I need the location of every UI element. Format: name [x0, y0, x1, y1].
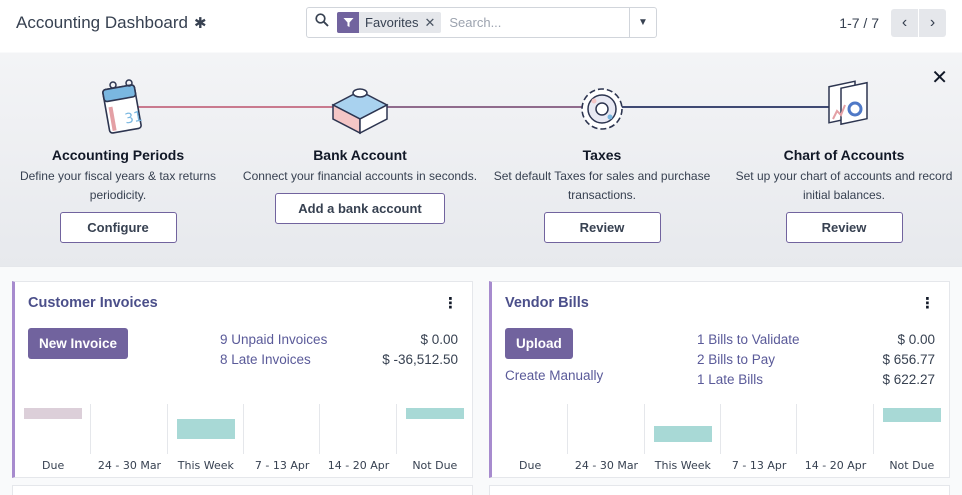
step-description: Set default Taxes for sales and purchase… [493, 169, 711, 202]
customer-invoices-card: Customer Invoices ⋮ New Invoice 9 Unpaid… [12, 281, 473, 478]
onboarding-step-accounting-periods: 31 Accounting Periods Define your fiscal… [0, 77, 238, 243]
graph-x-label: 14 - 20 Apr [327, 459, 390, 472]
graph-column [721, 404, 798, 454]
gears-icon [567, 77, 637, 141]
review-chart-of-accounts-button[interactable]: Review [785, 212, 903, 243]
chart-accounts-icon [809, 77, 879, 141]
new-invoice-button[interactable]: New Invoice [28, 328, 129, 359]
graph-bar[interactable] [405, 408, 464, 419]
bills-to-validate-link[interactable]: 1 Bills to Validate [697, 332, 800, 347]
kebab-menu-icon[interactable]: ⋮ [443, 295, 458, 312]
graph-x-label: This Week [654, 459, 711, 472]
graph-column [645, 404, 721, 454]
graph-x-label: 24 - 30 Mar [97, 459, 162, 472]
vendor-bills-card: Vendor Bills ⋮ Upload Create Manually 1 … [489, 281, 950, 478]
review-taxes-button[interactable]: Review [543, 212, 661, 243]
unpaid-invoices-link[interactable]: 9 Unpaid Invoices [220, 332, 328, 347]
graph-x-label: 7 - 13 Apr [254, 459, 310, 472]
search-bar: Favorites ✕ ▼ [306, 7, 657, 38]
pager: 1-7 / 7 ‹ › [839, 9, 946, 37]
graph-x-label: 14 - 20 Apr [804, 459, 867, 472]
onboarding-step-taxes: Taxes Set default Taxes for sales and pu… [482, 77, 722, 243]
pager-previous-button[interactable]: ‹ [891, 9, 918, 37]
onboarding-connector [360, 106, 602, 108]
graph-bar[interactable] [24, 408, 83, 419]
create-manually-link[interactable]: Create Manually [505, 368, 604, 383]
next-journal-card [12, 485, 473, 495]
configure-button[interactable]: Configure [59, 212, 177, 243]
search-icon[interactable] [307, 13, 337, 32]
graph-column [15, 404, 92, 454]
onboarding-panel: ✕ 31 Accounting Periods Define your fisc… [0, 53, 962, 267]
graph-bar[interactable] [882, 408, 941, 422]
remove-facet-icon[interactable]: ✕ [424, 14, 436, 30]
graph-x-label: Due [519, 459, 542, 472]
step-title: Bank Account [313, 147, 407, 163]
graph-x-label: Due [42, 459, 65, 472]
step-description: Define your fiscal years & tax returns p… [19, 169, 217, 202]
onboarding-step-bank-account: Bank Account Connect your financial acco… [240, 77, 480, 224]
graph-x-label: Not Due [889, 459, 935, 472]
late-invoices-amount: $ -36,512.50 [382, 352, 458, 367]
graph-column [320, 404, 397, 454]
step-description: Connect your financial accounts in secon… [242, 169, 478, 183]
graph-bar[interactable] [653, 426, 712, 442]
step-title: Accounting Periods [51, 147, 185, 163]
pager-value[interactable]: 1-7 / 7 [839, 15, 879, 31]
page-title-text: Accounting Dashboard [16, 13, 189, 32]
filter-icon [337, 12, 359, 33]
graph-x-label: 7 - 13 Apr [731, 459, 787, 472]
graph-x-label: This Week [177, 459, 234, 472]
graph-column [797, 404, 874, 454]
add-bank-account-button[interactable]: Add a bank account [275, 193, 445, 224]
upload-button[interactable]: Upload [505, 328, 573, 359]
graph-column [244, 404, 321, 454]
step-title: Chart of Accounts [783, 147, 905, 163]
graph-column [492, 404, 569, 454]
late-bills-link[interactable]: 1 Late Bills [697, 372, 764, 387]
graph-column [91, 404, 168, 454]
calendar-icon: 31 [83, 77, 153, 141]
late-invoices-link[interactable]: 8 Late Invoices [220, 352, 311, 367]
customer-invoices-graph[interactable]: Due 24 - 30 Mar This Week 7 - 13 Apr 14 - 20… [15, 404, 472, 476]
graph-x-label: 24 - 30 Mar [574, 459, 639, 472]
graph-column [168, 404, 244, 454]
card-title[interactable]: Vendor Bills [505, 295, 589, 311]
onboarding-step-chart-of-accounts: Chart of Accounts Set up your chart of a… [724, 77, 962, 243]
search-facet-favorites[interactable]: Favorites ✕ [337, 12, 442, 33]
gear-icon[interactable]: ✱ [194, 15, 207, 32]
puzzle-icon [325, 77, 395, 141]
late-bills-amount: $ 622.27 [882, 372, 935, 387]
onboarding-connector [602, 106, 844, 108]
graph-x-label: Not Due [412, 459, 458, 472]
onboarding-connector [120, 106, 360, 108]
search-dropdown-toggle[interactable]: ▼ [629, 8, 656, 37]
page-title: Accounting Dashboard ✱ [16, 13, 207, 33]
step-title: Taxes [582, 147, 622, 163]
bills-to-validate-amount: $ 0.00 [897, 332, 935, 347]
facet-label: Favorites [365, 15, 419, 30]
vendor-bills-graph[interactable]: Due 24 - 30 Mar This Week 7 - 13 Apr 14 - 20… [492, 404, 949, 476]
pager-next-button[interactable]: › [919, 9, 946, 37]
bills-to-pay-link[interactable]: 2 Bills to Pay [697, 352, 776, 367]
card-title[interactable]: Customer Invoices [28, 295, 158, 311]
graph-bar[interactable] [176, 419, 235, 439]
control-panel: Accounting Dashboard ✱ Favorites ✕ ▼ 1-7… [0, 0, 962, 52]
next-journal-card [489, 485, 950, 495]
bills-to-pay-amount: $ 656.77 [882, 352, 935, 367]
graph-column [568, 404, 645, 454]
search-input[interactable] [449, 15, 629, 30]
kebab-menu-icon[interactable]: ⋮ [920, 295, 935, 312]
step-description: Set up your chart of accounts and record… [735, 169, 953, 202]
svg-text:31: 31 [124, 109, 144, 128]
close-icon[interactable]: ✕ [931, 67, 948, 89]
unpaid-invoices-amount: $ 0.00 [420, 332, 458, 347]
